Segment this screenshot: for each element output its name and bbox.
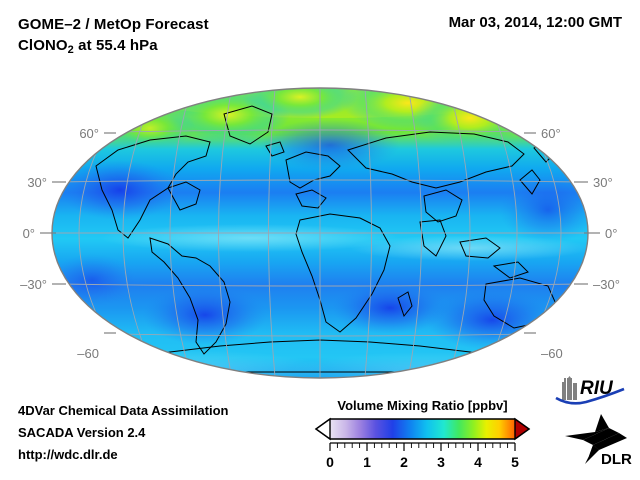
footer-line-url[interactable]: http://wdc.dlr.de	[18, 447, 118, 462]
lat-ticks	[40, 132, 600, 334]
colorbar-tick-3: 3	[437, 454, 445, 470]
colorbar-block: Volume Mixing Ratio [ppbv]	[310, 398, 535, 477]
colorbar-tick-4: 4	[474, 454, 482, 470]
colorbar-gradient	[314, 417, 531, 441]
species-name: ClONO	[18, 37, 68, 54]
dlr-star-icon	[565, 414, 627, 464]
lat-label-right-30: 30°	[593, 175, 613, 190]
colorbar-tick-1: 1	[363, 454, 371, 470]
colorbar-minor-ticks	[336, 443, 509, 448]
lat-label-left-m30: –30°	[20, 277, 47, 292]
dlr-label: DLR	[601, 451, 632, 468]
footer-line-method: 4DVar Chemical Data Assimilation	[18, 403, 229, 418]
lat-label-left-30: 30°	[27, 175, 47, 190]
lat-label-right-60: 60°	[541, 126, 561, 141]
colorbar-axis	[329, 442, 516, 451]
colorbar-tick-0: 0	[326, 454, 334, 470]
forecast-datetime: Mar 03, 2014, 12:00 GMT	[448, 14, 622, 31]
concentration-field	[52, 88, 588, 378]
species-title: ClONO2 at 55.4 hPa	[18, 35, 209, 61]
riu-logo: RIU	[552, 376, 636, 413]
dlr-logo: DLR	[563, 412, 635, 473]
footer-text-block: 4DVar Chemical Data Assimilation SACADA …	[18, 400, 229, 466]
lat-label-left-60: 60°	[79, 126, 99, 141]
lat-label-right-m30: –30°	[593, 277, 620, 292]
lat-label-left-m60: –60	[77, 346, 99, 361]
riu-tower-icon	[562, 376, 577, 400]
colorbar-tick-2: 2	[400, 454, 408, 470]
graticule	[52, 88, 588, 378]
species-pressure-level: at 55.4 hPa	[73, 37, 158, 54]
lat-label-right-0: 0°	[605, 226, 617, 241]
riu-label: RIU	[580, 378, 614, 399]
riu-wave-icon	[555, 387, 625, 405]
species-subscript: 2	[67, 44, 74, 56]
instrument-title: GOME–2 / MetOp Forecast	[18, 16, 209, 33]
header-title-block: GOME–2 / MetOp Forecast ClONO2 at 55.4 h…	[18, 14, 209, 61]
lat-label-left-0: 0°	[23, 226, 35, 241]
colorbar-tick-5: 5	[511, 454, 519, 470]
footer-line-version: SACADA Version 2.4	[18, 425, 146, 440]
global-map-figure: 60° 30° 0° –30° –60 60° 30° 0° –30° –60	[0, 70, 640, 390]
coastlines	[95, 105, 587, 373]
lat-label-right-m60: –60	[541, 346, 563, 361]
colorbar-title: Volume Mixing Ratio [ppbv]	[337, 398, 508, 413]
